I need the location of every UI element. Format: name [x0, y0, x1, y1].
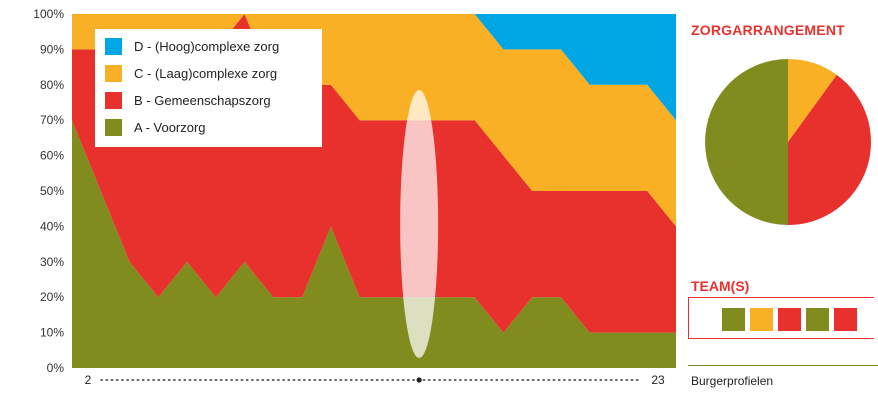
y-tick-label: 0%	[47, 361, 65, 375]
area-series-1	[72, 120, 676, 368]
team-square	[750, 308, 773, 331]
y-tick-label: 60%	[40, 149, 64, 163]
legend-label: B - Gemeenschapszorg	[134, 93, 271, 108]
pie-title: ZORGARRANGEMENT	[691, 22, 845, 38]
x-axis-selected-marker	[416, 377, 422, 383]
y-tick-label: 30%	[40, 255, 64, 269]
teams-squares	[722, 308, 857, 331]
x-tick-label-start: 2	[85, 373, 92, 387]
legend-label: A - Voorzorg	[134, 120, 206, 135]
y-axis-tick-labels: 0% 10% 20% 30% 40% 50% 60% 70% 80% 90% 100%	[33, 7, 64, 375]
teams-title: TEAM(S)	[691, 278, 750, 294]
footer-label: Burgerprofielen	[691, 374, 774, 388]
legend-swatch	[105, 119, 122, 136]
team-square	[722, 308, 745, 331]
x-tick-label-end: 23	[651, 373, 665, 387]
y-tick-label: 80%	[40, 78, 64, 92]
legend-label: D - (Hoog)complexe zorg	[134, 39, 279, 54]
pie-slice-1	[788, 59, 837, 142]
legend-swatch	[105, 65, 122, 82]
legend-background	[95, 29, 322, 147]
y-tick-label: 70%	[40, 113, 64, 127]
y-tick-label: 10%	[40, 326, 64, 340]
team-square	[834, 308, 857, 331]
y-tick-label: 90%	[40, 42, 64, 56]
team-square	[778, 308, 801, 331]
area-series-4	[72, 14, 676, 121]
legend-swatch	[105, 92, 122, 109]
team-square	[806, 308, 829, 331]
y-tick-label: 40%	[40, 219, 64, 233]
legend-label: C - (Laag)complexe zorg	[134, 66, 277, 81]
y-tick-label: 100%	[33, 7, 64, 21]
selection-highlight-ellipse[interactable]	[400, 90, 439, 358]
area-series-3	[72, 14, 676, 227]
legend-swatch	[105, 38, 122, 55]
y-tick-label: 20%	[40, 290, 64, 304]
footer-divider	[688, 365, 878, 366]
pie-slices	[705, 59, 872, 225]
pie-slice-2	[788, 74, 872, 225]
y-tick-label: 50%	[40, 184, 64, 198]
x-axis: 2 23	[85, 373, 665, 387]
pie-chart	[705, 59, 872, 225]
chart-legend: D - (Hoog)complexe zorg C - (Laag)complex…	[95, 29, 322, 147]
teams-box	[688, 297, 874, 339]
pie-slice-3	[705, 59, 788, 225]
stacked-area-chart: 0% 10% 20% 30% 40% 50% 60% 70% 80% 90% 100% 2 23 D…	[33, 7, 676, 387]
